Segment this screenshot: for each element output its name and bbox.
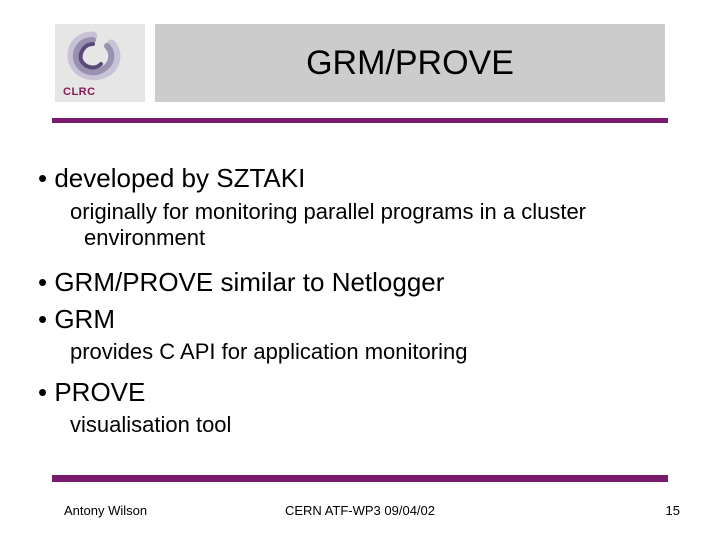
footer-event: CERN ATF-WP3 09/04/02 [0, 503, 720, 518]
bullet-item: GRM [38, 303, 678, 336]
logo-text: CLRC [63, 86, 96, 98]
title-bar: GRM/PROVE [155, 24, 665, 102]
swirl-icon [63, 30, 123, 84]
header-rule [52, 118, 668, 123]
page-number: 15 [666, 503, 680, 518]
bullet-subtext: provides C API for application monitorin… [70, 339, 678, 366]
bullet-subtext: visualisation tool [70, 412, 678, 439]
bullet-item: developed by SZTAKI [38, 162, 678, 195]
bullet-subtext: originally for monitoring parallel progr… [70, 199, 678, 253]
footer-rule [52, 475, 668, 482]
bullet-text: PROVE [54, 377, 145, 407]
slide: CLRC GRM/PROVE developed by SZTAKI origi… [0, 0, 720, 540]
slide-title: GRM/PROVE [306, 44, 514, 83]
bullet-item: PROVE [38, 376, 678, 409]
bullet-text: GRM/PROVE similar to Netlogger [54, 267, 444, 297]
content: developed by SZTAKI originally for monit… [38, 162, 678, 453]
bullet-text: developed by SZTAKI [54, 163, 305, 193]
bullet-item: GRM/PROVE similar to Netlogger [38, 266, 678, 299]
bullet-text: GRM [54, 304, 115, 334]
logo: CLRC [55, 24, 145, 102]
